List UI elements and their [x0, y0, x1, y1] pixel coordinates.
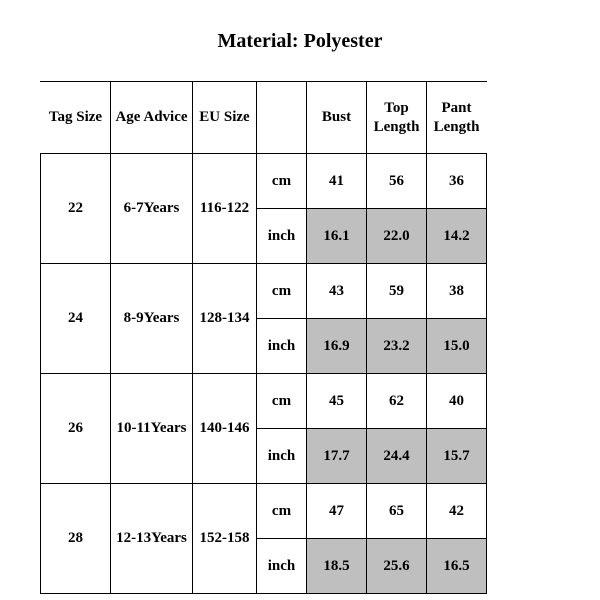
cell-unit-inch: inch: [257, 539, 307, 594]
table-row: 24 8-9Years 128-134 cm 43 59 38: [41, 264, 487, 319]
cell-bust: 18.5: [307, 539, 367, 594]
table-row: 26 10-11Years 140-146 cm 45 62 40: [41, 374, 487, 429]
col-age: Age Advice: [111, 82, 193, 154]
col-tag: Tag Size: [41, 82, 111, 154]
cell-pant: 15.7: [427, 429, 487, 484]
cell-tag: 28: [41, 484, 111, 594]
cell-age: 12-13Years: [111, 484, 193, 594]
page-title: Material: Polyester: [0, 30, 600, 53]
cell-bust: 16.1: [307, 209, 367, 264]
cell-tag: 24: [41, 264, 111, 374]
col-unit-blank: [257, 82, 307, 154]
cell-pant: 36: [427, 154, 487, 209]
cell-bust: 17.7: [307, 429, 367, 484]
cell-pant: 14.2: [427, 209, 487, 264]
cell-unit-inch: inch: [257, 319, 307, 374]
cell-unit-cm: cm: [257, 264, 307, 319]
cell-top: 25.6: [367, 539, 427, 594]
cell-unit-cm: cm: [257, 374, 307, 429]
table-row: 22 6-7Years 116-122 cm 41 56 36: [41, 154, 487, 209]
cell-unit-cm: cm: [257, 154, 307, 209]
cell-bust: 43: [307, 264, 367, 319]
cell-pant: 16.5: [427, 539, 487, 594]
cell-pant: 15.0: [427, 319, 487, 374]
cell-bust: 16.9: [307, 319, 367, 374]
col-eu: EU Size: [193, 82, 257, 154]
col-top: Top Length: [367, 82, 427, 154]
cell-top: 23.2: [367, 319, 427, 374]
cell-tag: 22: [41, 154, 111, 264]
cell-bust: 47: [307, 484, 367, 539]
cell-bust: 41: [307, 154, 367, 209]
col-bust: Bust: [307, 82, 367, 154]
cell-pant: 38: [427, 264, 487, 319]
cell-pant: 40: [427, 374, 487, 429]
table-row: 28 12-13Years 152-158 cm 47 65 42: [41, 484, 487, 539]
cell-eu: 128-134: [193, 264, 257, 374]
cell-pant: 42: [427, 484, 487, 539]
cell-eu: 140-146: [193, 374, 257, 484]
header-row: Tag Size Age Advice EU Size Bust Top Len…: [41, 82, 487, 154]
cell-top: 62: [367, 374, 427, 429]
size-table: Tag Size Age Advice EU Size Bust Top Len…: [40, 81, 487, 594]
cell-eu: 116-122: [193, 154, 257, 264]
cell-top: 56: [367, 154, 427, 209]
cell-top: 65: [367, 484, 427, 539]
cell-top: 24.4: [367, 429, 427, 484]
cell-bust: 45: [307, 374, 367, 429]
cell-age: 10-11Years: [111, 374, 193, 484]
cell-eu: 152-158: [193, 484, 257, 594]
cell-top: 59: [367, 264, 427, 319]
cell-unit-inch: inch: [257, 209, 307, 264]
cell-unit-cm: cm: [257, 484, 307, 539]
col-pant: Pant Length: [427, 82, 487, 154]
cell-age: 6-7Years: [111, 154, 193, 264]
cell-unit-inch: inch: [257, 429, 307, 484]
cell-age: 8-9Years: [111, 264, 193, 374]
cell-top: 22.0: [367, 209, 427, 264]
cell-tag: 26: [41, 374, 111, 484]
